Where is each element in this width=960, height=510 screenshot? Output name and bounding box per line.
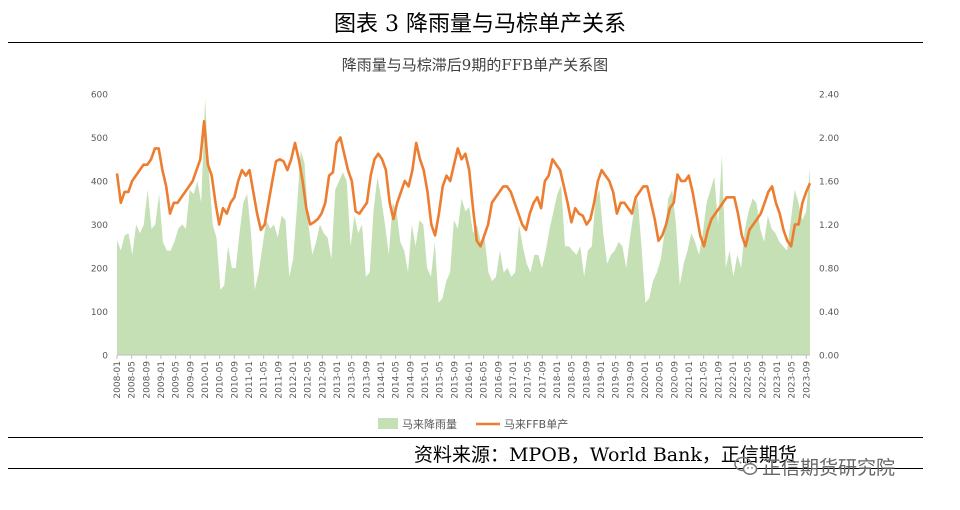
x-tick-label: 2008-05 [128, 361, 138, 399]
x-tick-label: 2010-09 [230, 361, 240, 399]
source-note: 资料来源：MPOB，World Bank，正信期货 [414, 444, 797, 466]
chart: 降雨量与马棕滞后9期的FFB单产关系图 01002003004005006000… [91, 56, 840, 431]
bottom-rule [8, 468, 923, 469]
x-tick-label: 2021-09 [714, 361, 724, 399]
x-tick-label: 2021-05 [700, 361, 710, 399]
x-tick-label: 2017-01 [509, 361, 519, 399]
legend-rainfall-label: 马来降雨量 [402, 417, 457, 431]
series-rainfall-area [117, 98, 810, 356]
x-tick-label: 2016-09 [494, 361, 504, 399]
y-right-tick-label: 2.40 [819, 91, 839, 101]
y-right-tick-label: 0.00 [819, 352, 839, 362]
x-tick-label: 2019-01 [597, 361, 607, 399]
x-tick-label: 2012-05 [304, 361, 314, 399]
x-tick-label: 2019-09 [626, 361, 636, 399]
y-right-tick-label: 2.00 [819, 134, 839, 144]
y-left-tick-label: 400 [91, 178, 108, 188]
top-rule [8, 42, 923, 43]
legend: 马来降雨量 马来FFB单产 [378, 417, 568, 431]
y-left-tick-label: 0 [102, 352, 108, 362]
wechat-icon [734, 456, 758, 475]
x-tick-label: 2020-05 [656, 361, 666, 399]
y-left-tick-label: 300 [91, 221, 108, 231]
x-tick-label: 2014-01 [377, 361, 387, 399]
y-right-tick-label: 0.40 [819, 308, 839, 318]
x-tick-label: 2023-09 [802, 361, 812, 399]
chart-title: 降雨量与马棕滞后9期的FFB单产关系图 [342, 56, 608, 74]
x-tick-label: 2017-09 [538, 361, 548, 399]
x-tick-label: 2012-01 [289, 361, 299, 399]
x-tick-label: 2022-01 [729, 361, 739, 399]
legend-ffb-label: 马来FFB单产 [504, 417, 568, 431]
x-tick-label: 2009-01 [157, 361, 167, 399]
x-tick-label: 2016-01 [465, 361, 475, 399]
y-left-tick-label: 200 [91, 265, 108, 275]
y-left-tick-label: 100 [91, 308, 108, 318]
x-tick-label: 2008-01 [113, 361, 123, 399]
x-tick-label: 2013-05 [348, 361, 358, 399]
x-tick-label: 2020-01 [641, 361, 651, 399]
y-right-tick-label: 1.60 [819, 178, 839, 188]
x-tick-label: 2015-05 [436, 361, 446, 399]
x-tick-label: 2013-01 [333, 361, 343, 399]
x-tick-label: 2021-01 [685, 361, 695, 399]
figure-title: 图表 3 降雨量与马棕单产关系 [334, 12, 626, 37]
x-tick-label: 2010-05 [216, 361, 226, 399]
x-tick-label: 2016-05 [480, 361, 490, 399]
y-left-tick-label: 500 [91, 134, 108, 144]
x-tick-label: 2023-05 [788, 361, 798, 399]
x-tick-label: 2014-05 [392, 361, 402, 399]
x-tick-label: 2011-01 [245, 361, 255, 399]
x-tick-label: 2018-01 [553, 361, 563, 399]
y-right-tick-label: 0.80 [819, 265, 839, 275]
x-tick-label: 2009-09 [186, 361, 196, 399]
x-tick-label: 2015-01 [421, 361, 431, 399]
x-tick-label: 2020-09 [670, 361, 680, 399]
y-left-tick-label: 600 [91, 91, 108, 101]
y-right-tick-label: 1.20 [819, 221, 839, 231]
x-tick-label: 2017-05 [524, 361, 534, 399]
x-tick-label: 2011-09 [274, 361, 284, 399]
x-tick-label: 2022-05 [744, 361, 754, 399]
watermark-text: 正信期货研究院 [762, 456, 896, 479]
x-tick-label: 2022-09 [758, 361, 768, 399]
x-tick-label: 2014-09 [406, 361, 416, 399]
x-tick-label: 2018-09 [582, 361, 592, 399]
middle-rule [8, 437, 923, 438]
x-tick-label: 2018-05 [568, 361, 578, 399]
x-tick-label: 2009-05 [172, 361, 182, 399]
legend-rainfall-swatch [378, 418, 398, 429]
x-tick-label: 2013-09 [362, 361, 372, 399]
series-ffb-line [115, 119, 812, 248]
x-tick-label: 2011-05 [260, 361, 270, 399]
x-tick-label: 2015-09 [450, 361, 460, 399]
x-tick-label: 2008-09 [142, 361, 152, 399]
plot-area: 0 100 200 300 400 500 600 0.00 0.40 0.80 1.20 1.60 2… [91, 91, 840, 399]
watermark: 正信期货研究院 [734, 454, 896, 479]
x-tick-label: 2023-01 [773, 361, 783, 399]
x-tick-label: 2010-01 [201, 361, 211, 399]
x-tick-label: 2019-05 [612, 361, 622, 399]
x-tick-label: 2012-09 [318, 361, 328, 399]
